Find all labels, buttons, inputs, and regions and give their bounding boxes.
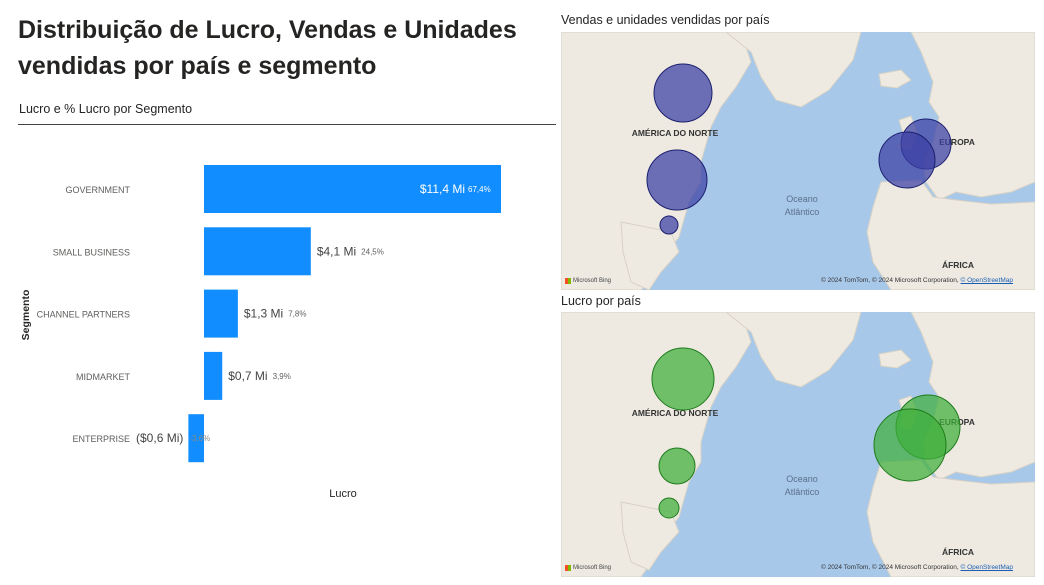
category-label: MIDMARKET — [76, 372, 131, 382]
category-label: GOVERNMENT — [65, 185, 130, 195]
africa-label: ÁFRICA — [942, 547, 974, 557]
central-america-landmass — [620, 221, 680, 290]
bar-channel-partners — [204, 289, 238, 338]
value-label: $0,7 Mi — [228, 369, 267, 383]
greenland-landmass — [725, 312, 862, 388]
europe-label: EUROPA — [939, 137, 975, 147]
bing-logo: Microsoft Bing — [565, 278, 611, 284]
ocean-label: Oceano — [786, 474, 818, 484]
country-bubble — [659, 215, 679, 235]
map-canvas: AMÉRICA DO NORTEEUROPAÁFRICAOceanoAtlânt… — [561, 312, 1035, 577]
category-label: SMALL BUSINESS — [53, 247, 130, 257]
y-axis-title: Segmento — [20, 290, 32, 341]
africa-landmass — [866, 459, 1035, 577]
country-bubble — [878, 131, 936, 189]
percent-label: 3,9% — [273, 372, 291, 381]
sales-map[interactable]: AMÉRICA DO NORTE EUROPA ÁFRICA Oceano Atlânt… — [561, 32, 1035, 290]
bing-label: Microsoft Bing — [573, 278, 612, 284]
country-bubble — [651, 347, 715, 411]
microsoft-logo-icon — [565, 278, 571, 284]
value-label: $4,1 Mi — [317, 244, 356, 258]
country-bubble — [653, 63, 713, 123]
bar-small-business — [204, 227, 311, 276]
bar-government — [204, 165, 501, 213]
country-bubble — [658, 497, 680, 519]
greenland-landmass — [725, 32, 862, 108]
country-bubble — [646, 149, 708, 211]
report-title-line-1: Distribuição de Lucro, Vendas e Unidades — [18, 16, 517, 44]
microsoft-logo-icon — [565, 565, 571, 571]
percent-label: 24,5% — [361, 247, 384, 256]
africa-label: ÁFRICA — [942, 260, 974, 270]
percent-label: 67,4% — [468, 185, 491, 194]
ocean-label-2: Atlântico — [785, 207, 820, 217]
profit-map[interactable]: AMÉRICA DO NORTEEUROPAÁFRICAOceanoAtlânt… — [561, 312, 1035, 577]
x-axis-title: Lucro — [329, 488, 357, 500]
country-bubble — [873, 408, 947, 482]
north-america-label: AMÉRICA DO NORTE — [632, 128, 719, 138]
country-bubble — [658, 447, 696, 485]
ocean-label-2: Atlântico — [785, 487, 820, 497]
ocean-label: Oceano — [786, 194, 818, 204]
iceland-landmass — [878, 349, 912, 369]
bar-midmarket — [204, 351, 223, 400]
category-label: ENTERPRISE — [72, 434, 130, 444]
sales-map-title: Vendas e unidades vendidas por país — [561, 13, 770, 27]
report-title: Distribuição de Lucro, Vendas e Unidades… — [18, 12, 548, 84]
percent-label: -3,6% — [189, 434, 210, 443]
openstreetmap-link[interactable]: © OpenStreetMap — [960, 277, 1013, 284]
report-title-line-2: vendidas por país e segmento — [18, 52, 377, 80]
openstreetmap-link[interactable]: © OpenStreetMap — [960, 564, 1013, 571]
bing-logo: Microsoft Bing — [565, 565, 611, 571]
category-label: CHANNEL PARTNERS — [37, 310, 130, 320]
map-copyright: © 2024 TomTom, © 2024 Microsoft Corporat… — [820, 277, 1013, 284]
value-label: $11,4 Mi — [420, 182, 465, 196]
map-canvas: AMÉRICA DO NORTE EUROPA ÁFRICA Oceano Atlânt… — [561, 32, 1035, 290]
value-label: $1,3 Mi — [244, 307, 283, 321]
percent-label: 7,8% — [288, 310, 306, 319]
bar-enterprise — [188, 414, 204, 463]
divider — [18, 124, 556, 125]
bing-label: Microsoft Bing — [573, 565, 612, 571]
profit-map-title: Lucro por país — [561, 294, 641, 308]
africa-landmass — [866, 179, 1035, 290]
map-copyright: © 2024 TomTom, © 2024 Microsoft Corporat… — [820, 564, 1013, 571]
bar-chart-title: Lucro e % Lucro por Segmento — [19, 102, 193, 116]
north-america-label: AMÉRICA DO NORTE — [632, 408, 719, 418]
profit-by-segment-chart[interactable]: GOVERNMENT $11,4 Mi 67,4% SMALL BUSINESS $4,… — [0, 130, 560, 510]
iceland-landmass — [878, 69, 912, 89]
value-label: ($0,6 Mi) — [136, 431, 183, 445]
